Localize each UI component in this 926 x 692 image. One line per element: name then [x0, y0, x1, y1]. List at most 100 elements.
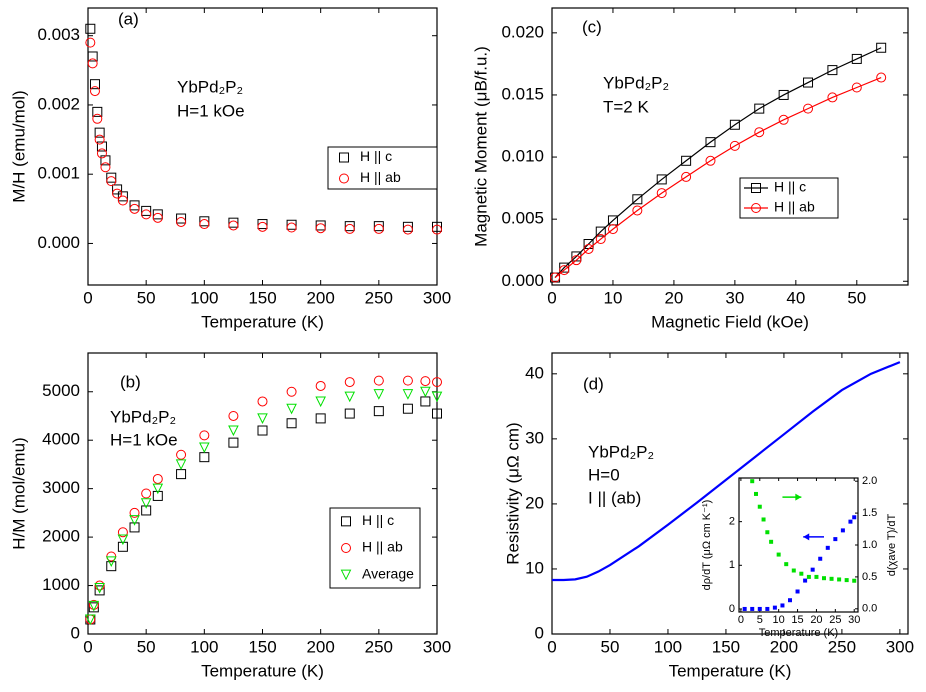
marker-circle	[607, 224, 618, 235]
marker-circle	[257, 396, 268, 407]
x-tick-label: 50	[847, 288, 866, 307]
marker-square	[595, 226, 606, 237]
marker-square	[373, 406, 384, 417]
marker-circle	[851, 82, 862, 93]
marker-circle	[420, 376, 431, 387]
marker-circle	[632, 205, 643, 216]
marker-circle	[92, 113, 103, 124]
x-tick-label: 250	[365, 637, 393, 656]
marker-square	[228, 217, 239, 228]
x-tick-label: 50	[137, 288, 156, 307]
marker-square	[94, 127, 105, 138]
marker-circle	[827, 92, 838, 103]
marker-square	[315, 413, 326, 424]
marker-triangle	[94, 582, 105, 594]
x-tick-label: 150	[248, 288, 276, 307]
marker-square	[373, 221, 384, 232]
marker-square	[92, 106, 103, 117]
marker-square	[402, 403, 413, 414]
y-tick-label: 0	[535, 623, 544, 642]
marker-triangle	[152, 483, 164, 495]
x-tick-label: 5	[757, 614, 763, 626]
x-tick-label: 50	[137, 637, 156, 656]
x-tick-label: 0	[547, 637, 556, 656]
marker-filled-square	[742, 606, 747, 611]
marker-square	[141, 505, 152, 516]
marker-square	[228, 437, 239, 448]
y-axis-title: M/H (emu/mol)	[9, 90, 28, 202]
y-tick-label: 1	[729, 559, 735, 571]
marker-circle	[571, 255, 582, 266]
annotation: YbPd₂P₂	[177, 77, 243, 96]
marker-triangle	[315, 396, 326, 408]
x-tick-label: 0	[83, 637, 92, 656]
marker-circle	[117, 195, 128, 206]
marker-filled-square	[848, 519, 853, 524]
marker-circle	[228, 410, 239, 421]
marker-square	[129, 200, 140, 211]
marker-square	[851, 53, 862, 64]
x-tick-label: 300	[423, 637, 451, 656]
marker-circle	[432, 377, 442, 388]
x-tick-label: 250	[828, 637, 856, 656]
marker-circle	[705, 155, 716, 166]
marker-filled-square	[757, 606, 762, 611]
x-tick-label: 150	[248, 637, 276, 656]
marker-square	[803, 77, 814, 88]
marker-filled-square	[757, 504, 762, 509]
y-tick-label: 0.005	[501, 209, 544, 228]
plot-frame	[551, 352, 909, 635]
marker-square	[112, 184, 123, 195]
marker-circle	[656, 188, 667, 199]
marker-filled-square	[791, 568, 796, 573]
marker-filled-square	[772, 605, 777, 610]
marker-circle	[402, 224, 413, 235]
legend-label: H || ab	[774, 199, 815, 215]
marker-square	[257, 425, 268, 436]
annotation: YbPd₂P₂	[603, 73, 669, 92]
marker-square	[106, 172, 117, 183]
legend-box	[327, 146, 438, 190]
legend-label: H || c	[360, 148, 392, 164]
legend-label: Average	[362, 565, 414, 581]
y-tick-label: 0	[71, 623, 80, 642]
y2-tick-label: 1.5	[862, 507, 877, 519]
marker-filled-square	[829, 576, 834, 581]
marker-triangle	[85, 614, 96, 626]
marker-square	[751, 183, 761, 193]
marker-filled-square	[750, 606, 755, 611]
y-tick-label: 0.010	[501, 147, 544, 166]
marker-circle	[176, 449, 187, 460]
marker-circle	[89, 86, 100, 97]
y2-axis-title: d(χave T)/dT	[886, 514, 898, 577]
marker-circle	[129, 203, 140, 214]
marker-circle	[344, 223, 355, 234]
legend-label: H || c	[774, 179, 806, 195]
marker-filled-square	[833, 537, 838, 542]
marker-triangle	[286, 403, 297, 415]
marker-square	[129, 522, 140, 533]
marker-square	[705, 137, 716, 148]
marker-triangle	[373, 389, 385, 400]
x-tick-label: 100	[190, 637, 218, 656]
marker-circle	[373, 223, 384, 234]
x-axis-title: Temperature (K)	[669, 661, 792, 680]
marker-square	[106, 561, 117, 572]
marker-square	[778, 89, 789, 100]
annotation: I || (ab)	[588, 488, 641, 507]
marker-triangle	[175, 459, 187, 471]
y-tick-label: 0.000	[37, 233, 80, 252]
marker-square	[117, 191, 128, 202]
marker-triangle	[402, 389, 414, 400]
marker-filled-square	[788, 598, 792, 603]
x-tick-label: 20	[810, 614, 822, 626]
marker-square	[339, 152, 349, 163]
series-line	[554, 77, 882, 279]
marker-filled-square	[806, 574, 811, 579]
legend-label: H || c	[362, 512, 394, 528]
legend-label: H || ab	[360, 169, 401, 185]
marker-square	[754, 103, 765, 114]
marker-filled-square	[769, 539, 774, 544]
x-axis-title: Temperature (K)	[201, 661, 324, 680]
marker-filled-square	[765, 530, 770, 535]
